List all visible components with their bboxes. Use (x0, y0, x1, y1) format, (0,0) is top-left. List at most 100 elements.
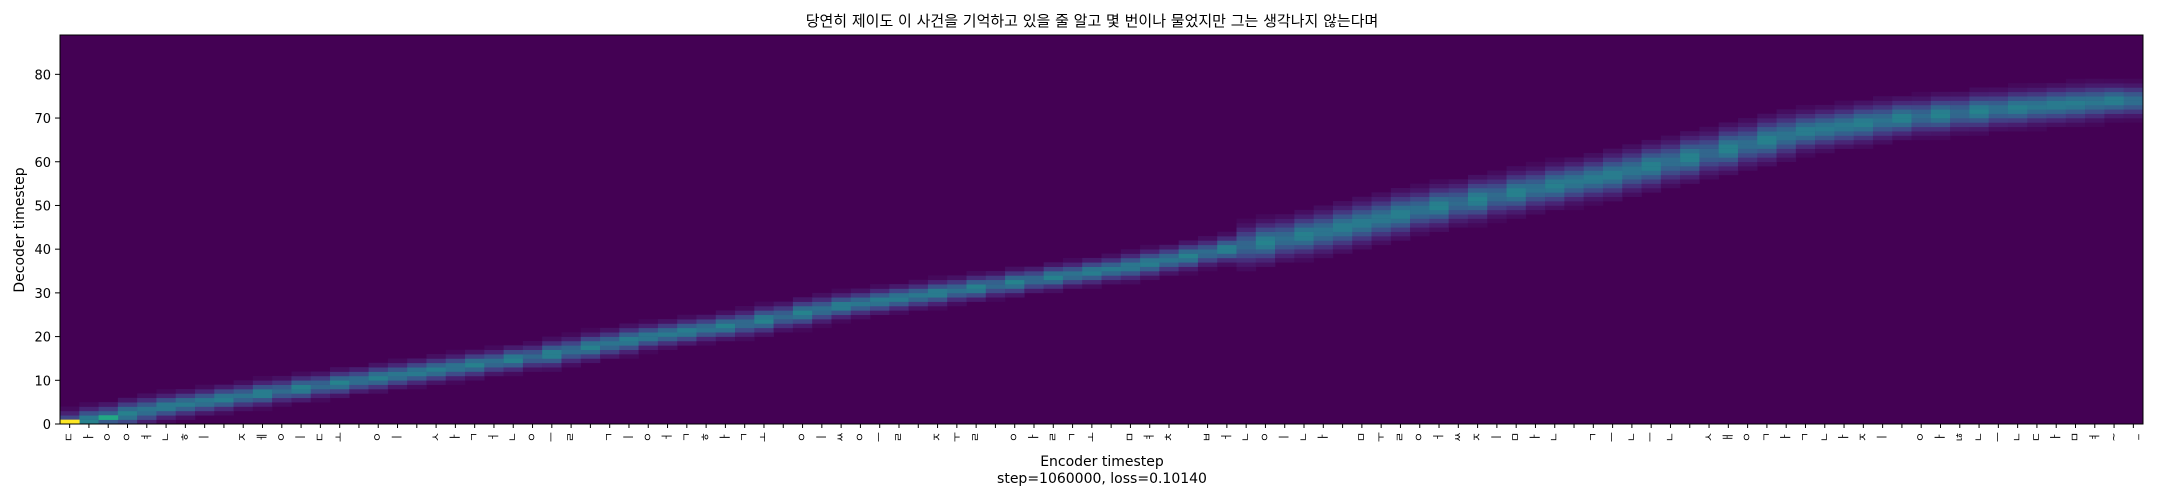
heatmap-cell (252, 393, 273, 399)
heatmap-cell (1197, 249, 1218, 254)
heatmap-cell (137, 410, 157, 416)
heatmap-cell (1930, 109, 1951, 114)
x-tick-label: ㅎ (178, 432, 191, 442)
heatmap-cell (330, 380, 350, 385)
heatmap-cell (1197, 253, 1218, 259)
heatmap-cell (1236, 240, 1257, 246)
heatmap-cell (792, 297, 813, 302)
heatmap-cell (1043, 288, 1064, 294)
heatmap-cell (927, 292, 948, 298)
x-tick-label: ㅏ (718, 432, 731, 442)
heatmap-cell (1872, 104, 1893, 110)
heatmap-cell (1178, 240, 1199, 246)
heatmap-cell (773, 323, 794, 329)
heatmap-cell (1583, 161, 1604, 167)
heatmap-cell (1834, 122, 1854, 128)
heatmap-cell (1410, 227, 1430, 232)
heatmap-cell (1005, 284, 1025, 289)
y-axis-label: Decoder timestep (12, 167, 28, 292)
heatmap-cell (580, 358, 601, 364)
x-tick-label: ㅏ (1528, 432, 1541, 442)
heatmap-cell (426, 375, 447, 381)
heatmap-cell (1159, 249, 1179, 254)
heatmap-cell (1448, 179, 1469, 184)
heatmap-cell (1641, 166, 1662, 171)
heatmap-cell (522, 362, 543, 368)
x-tick-label: ㄱ (1586, 432, 1599, 442)
heatmap-cell (1467, 187, 1488, 193)
heatmap-cell (465, 375, 485, 381)
heatmap-cell (1564, 205, 1584, 211)
heatmap-cell (2065, 96, 2086, 101)
heatmap-cell (735, 327, 755, 333)
heatmap-cell (600, 354, 620, 359)
heatmap-cell (2007, 113, 2028, 119)
x-tick-label: ㅈ (236, 432, 249, 442)
heatmap-cell (1795, 113, 1816, 119)
heatmap-cell (1815, 122, 1835, 128)
heatmap-cell (1332, 227, 1353, 232)
heatmap-cell (2123, 83, 2144, 88)
heatmap-cell (1602, 148, 1623, 154)
x-tick-label: ㅇ (853, 432, 866, 442)
heatmap-cell (1197, 240, 1218, 246)
heatmap-cell (1930, 100, 1951, 106)
heatmap-cell (1178, 262, 1199, 267)
heatmap-cell (677, 332, 697, 337)
heatmap-cell (1757, 126, 1777, 132)
x-tick-label: ㄱ (468, 432, 481, 442)
heatmap-cell (1815, 126, 1835, 132)
heatmap-cell (735, 319, 755, 324)
heatmap-cell (1872, 139, 1893, 145)
heatmap-cell (175, 397, 196, 403)
heatmap-cell (735, 314, 755, 320)
heatmap-cell (1390, 187, 1411, 193)
heatmap-cell (1699, 126, 1719, 132)
heatmap-cell (1969, 87, 1990, 93)
heatmap-cell (947, 284, 967, 289)
heatmap-cell (1660, 183, 1681, 189)
heatmap-cell (1159, 262, 1179, 267)
heatmap-cell (1602, 153, 1623, 158)
x-tick-label: ㄴ (1818, 432, 1831, 442)
heatmap-cell (1024, 266, 1044, 272)
heatmap-cell (580, 327, 601, 333)
heatmap-cell (1525, 174, 1546, 180)
x-tick-label: ㅂ (1201, 432, 1214, 442)
heatmap-cell (1197, 257, 1218, 263)
heatmap-cell (2065, 91, 2086, 97)
heatmap-cell (1525, 161, 1546, 167)
heatmap-cell (1429, 214, 1449, 219)
heatmap-cell (1622, 157, 1642, 163)
heatmap-cell (1467, 205, 1488, 211)
heatmap-cell (195, 389, 215, 394)
heatmap-cell (1988, 113, 2009, 119)
heatmap-cell (677, 314, 697, 320)
x-tick-label: ㄴ (1239, 432, 1252, 442)
heatmap-cell (561, 358, 582, 364)
heatmap-cell (792, 323, 813, 329)
heatmap-cell (889, 297, 909, 302)
heatmap-cell (1120, 253, 1141, 259)
heatmap-cell (1313, 244, 1334, 250)
heatmap-cell (1043, 271, 1064, 276)
x-tick-label: ㅇ (275, 432, 288, 442)
heatmap-cell (715, 332, 736, 337)
heatmap-cell (735, 332, 755, 337)
heatmap-cell (1757, 118, 1777, 123)
x-tick-label: ㅈ (1471, 432, 1484, 442)
heatmap-cell (1236, 218, 1257, 224)
heatmap-cell (1622, 187, 1642, 193)
heatmap-cell (542, 367, 562, 372)
heatmap-cell (117, 410, 138, 416)
heatmap-cell (387, 371, 408, 377)
heatmap-cell (1467, 183, 1488, 189)
heatmap-cell (1718, 144, 1739, 149)
heatmap-cell (2007, 83, 2028, 88)
heatmap-cell (2085, 78, 2105, 84)
heatmap-cell (272, 397, 292, 403)
heatmap-cell (1583, 196, 1604, 202)
heatmap-cell (368, 367, 389, 372)
heatmap-cell (1602, 187, 1623, 193)
heatmap-cell (850, 288, 871, 294)
